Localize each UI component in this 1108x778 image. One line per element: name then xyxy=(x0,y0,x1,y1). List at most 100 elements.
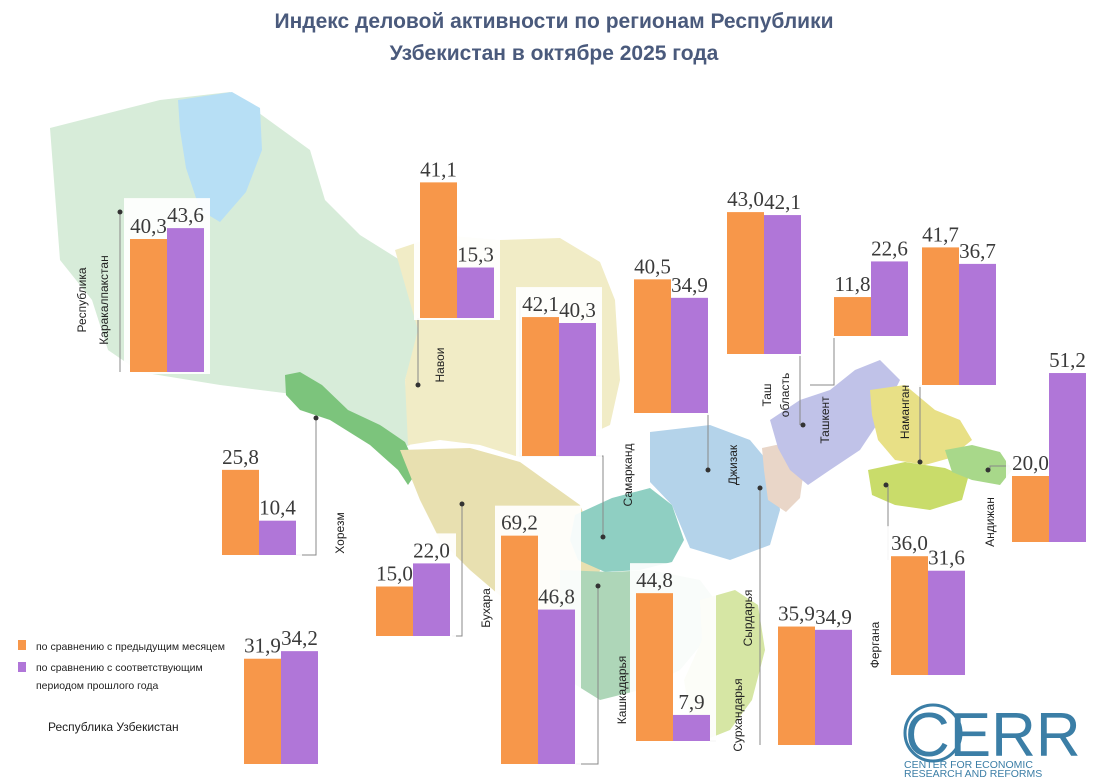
region-12-label-text: Сырдарья xyxy=(741,590,755,647)
region-3-bar-prev-year xyxy=(671,297,708,413)
region-1-bar-prev-month xyxy=(420,182,457,318)
region-5-leader-line xyxy=(810,338,835,386)
region-6-value-prev-year: 36,7 xyxy=(959,239,996,263)
region-14-value-prev-month: 31,9 xyxy=(244,634,281,658)
region-14-bar-prev-month xyxy=(244,658,281,764)
legend-label-prev-year-2: периодом прошлого года xyxy=(36,680,159,692)
region-10-label-text: Кашкадарья xyxy=(615,656,629,725)
region-3-value-prev-year: 34,9 xyxy=(671,273,708,297)
region-10-value-prev-month: 69,2 xyxy=(501,511,538,535)
region-7-label-text: Андижан xyxy=(983,497,997,547)
region-14-value-prev-year: 34,2 xyxy=(281,626,318,650)
region-2-value-prev-month: 42,1 xyxy=(522,292,559,316)
chart-title-line-1: Индекс деловой активности по регионам Ре… xyxy=(274,10,834,33)
map-region-samarkand xyxy=(570,488,684,572)
region-12-value-prev-month: 35,9 xyxy=(778,602,815,626)
region-4-label-line-1: Таш xyxy=(760,383,774,406)
region-8-label: Хорезм xyxy=(333,512,347,553)
region-4-label-line-2: область xyxy=(778,373,792,417)
region-2-label-text: Самарканд xyxy=(621,444,635,507)
region-12-bar-prev-month xyxy=(778,626,815,745)
region-8-bar-prev-year xyxy=(259,520,296,555)
region-11-bar-prev-month xyxy=(636,593,673,741)
region-5-value-prev-month: 11,8 xyxy=(835,272,871,296)
region-12-value-prev-year: 34,9 xyxy=(815,605,852,629)
cerr-logo-emblem xyxy=(903,703,963,763)
region-4-label: Таш область xyxy=(760,373,792,417)
region-9-leader-dot xyxy=(459,501,465,507)
region-6-bar-prev-month xyxy=(922,247,959,385)
region-4-bar-prev-year xyxy=(764,215,801,354)
region-9-label: Бухара xyxy=(479,588,493,628)
region-13-leader-dot xyxy=(883,482,889,488)
region-6-label-text: Наманган xyxy=(898,385,912,439)
region-5-label: Ташкент xyxy=(818,396,832,444)
region-2-bar-prev-month xyxy=(522,317,559,456)
region-12-label: Сырдарья xyxy=(741,590,755,647)
region-11-value-prev-year: 7,9 xyxy=(678,690,704,714)
region-0-leader-dot xyxy=(117,209,123,215)
bars-layer: 40,3 43,641,115,342,1 40,340,534,943,0 42,1… xyxy=(124,152,1092,766)
region-0-bar-prev-month xyxy=(130,239,167,372)
region-9-label-text: Бухара xyxy=(479,588,493,628)
region-14-label-text: Республика Узбекистан xyxy=(48,720,179,734)
region-0-bar-prev-year xyxy=(167,228,204,372)
region-8-label-text: Хорезм xyxy=(333,512,347,553)
region-13-label: Фергана xyxy=(868,621,882,668)
region-7-value-prev-year: 51,2 xyxy=(1049,348,1086,372)
region-7-bar-prev-year xyxy=(1049,373,1086,542)
region-2-label: Самарканд xyxy=(621,444,635,507)
legend-swatch-prev-year xyxy=(18,662,26,672)
region-11-label: Сурхандарья xyxy=(731,678,745,751)
region-10-leader-dot xyxy=(595,583,601,589)
chart-title-line-2: Узбекистан в октябре 2025 года xyxy=(389,42,719,65)
region-10-label: Кашкадарья xyxy=(615,656,629,725)
map-aral-sea xyxy=(178,92,262,222)
region-4-value-prev-year: 42,1 xyxy=(764,190,801,214)
region-9-value-prev-year: 22,0 xyxy=(413,538,450,562)
region-10-leader-line xyxy=(576,586,599,765)
region-8-leader-line xyxy=(296,418,317,556)
map-region-fergana xyxy=(868,462,968,510)
region-13-bar-prev-month xyxy=(891,556,928,675)
region-0-label-line-1: Республика xyxy=(75,267,89,332)
region-8-value-prev-month: 25,8 xyxy=(222,445,259,469)
region-10-bar-prev-month xyxy=(501,535,538,764)
region-9-bar-prev-year xyxy=(413,563,450,636)
region-labels: Республика Каракалпакстан Навои Самарканд Дж… xyxy=(48,255,997,751)
region-6-value-prev-month: 41,7 xyxy=(922,222,959,246)
region-5-label-text: Ташкент xyxy=(818,396,832,444)
cerr-logo: CERR CENTER FOR ECONOMIC RESEARCH AND RE… xyxy=(903,701,1081,778)
region-8-leader-dot xyxy=(313,415,319,421)
region-3-value-prev-month: 40,5 xyxy=(634,254,671,278)
region-7-label: Андижан xyxy=(983,497,997,547)
region-10-bar-prev-year xyxy=(538,609,575,764)
region-4-value-prev-month: 43,0 xyxy=(727,187,764,211)
map-region-jizzakh xyxy=(650,425,780,560)
region-3-bar-prev-month xyxy=(634,279,671,413)
region-13-label-text: Фергана xyxy=(868,621,882,668)
region-7-bar-prev-month xyxy=(1012,476,1049,542)
region-6-leader-dot xyxy=(917,459,923,465)
region-0-label: Республика Каракалпакстан xyxy=(75,255,111,344)
chart-title: Индекс деловой активности по регионам Ре… xyxy=(0,6,1108,70)
region-5-value-prev-year: 22,6 xyxy=(871,236,908,260)
legend-swatch-prev-month xyxy=(18,640,26,650)
map-region-andijan xyxy=(945,445,1012,485)
region-4-leader-dot xyxy=(800,422,806,428)
region-9-bar-prev-month xyxy=(376,586,413,636)
region-9-value-prev-month: 15,0 xyxy=(376,562,413,586)
region-3-label-text: Джизак xyxy=(726,444,740,485)
region-12-leader-dot xyxy=(757,485,763,491)
region-7-leader-dot xyxy=(985,467,991,473)
region-14-label: Республика Узбекистан xyxy=(48,720,179,734)
legend: по сравнению с предыдущим месяцем по сра… xyxy=(18,640,225,692)
region-7-value-prev-month: 20,0 xyxy=(1012,451,1049,475)
region-10-value-prev-year: 46,8 xyxy=(538,585,575,609)
region-2-bar-prev-year xyxy=(559,323,596,456)
region-8-bar-prev-month xyxy=(222,469,259,555)
region-0-value-prev-year: 43,6 xyxy=(167,203,204,227)
region-13-bar-prev-year xyxy=(928,570,965,675)
